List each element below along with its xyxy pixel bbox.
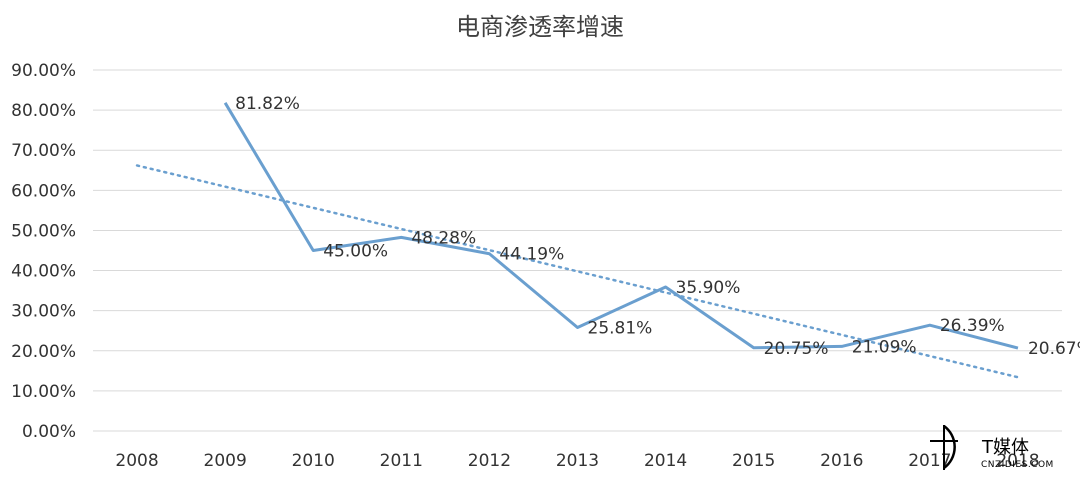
- data-labels: 81.82% 45.00% 48.28% 44.19% 25.81% 35.90% 20.7…: [235, 94, 1080, 359]
- y-tick-label: 0.00%: [22, 422, 76, 442]
- y-tick-label: 50.00%: [11, 221, 76, 241]
- y-tick-label: 90.00%: [11, 61, 76, 81]
- data-label: 20.67%: [1028, 339, 1080, 359]
- trendline: [135, 164, 1020, 379]
- data-label: 35.90%: [676, 278, 741, 298]
- data-label: 20.75%: [764, 339, 829, 359]
- series-line: [223, 102, 1019, 350]
- data-label: 45.00%: [323, 242, 388, 262]
- x-tick-label: 2018: [996, 451, 1039, 471]
- x-tick-label: 2016: [820, 451, 863, 471]
- data-label: 25.81%: [588, 318, 653, 338]
- x-axis-ticks: 2008 2009 2010 2011 2012 2013 2014 2015 2016 2017…: [115, 451, 1039, 471]
- data-label: 21.09%: [852, 337, 917, 357]
- y-tick-label: 10.00%: [11, 382, 76, 402]
- trendline-layer: [135, 164, 1020, 379]
- data-label: 44.19%: [499, 245, 564, 265]
- y-tick-label: 70.00%: [11, 141, 76, 161]
- crosshair-logo-icon: [930, 424, 958, 470]
- x-tick-label: 2010: [292, 451, 335, 471]
- data-label: 26.39%: [940, 316, 1005, 336]
- series-layer: [223, 102, 1019, 350]
- y-tick-label: 40.00%: [11, 262, 76, 282]
- x-tick-label: 2011: [380, 451, 423, 471]
- grid-lines: [93, 69, 1062, 432]
- watermark-subtext: CNZIDIES.COM: [981, 460, 1054, 470]
- y-tick-label: 30.00%: [11, 302, 76, 322]
- x-tick-label: 2014: [644, 451, 687, 471]
- x-tick-label: 2009: [204, 451, 247, 471]
- watermark: T媒体 CNZIDIES.COM: [930, 424, 1054, 470]
- data-label: 81.82%: [235, 94, 300, 114]
- x-tick-label: 2008: [115, 451, 158, 471]
- data-label: 48.28%: [411, 228, 476, 248]
- y-tick-label: 60.00%: [11, 181, 76, 201]
- x-tick-label: 2015: [732, 451, 775, 471]
- y-axis-ticks: 0.00% 10.00% 20.00% 30.00% 40.00% 50.00% 60.00…: [11, 61, 76, 442]
- x-tick-label: 2012: [468, 451, 511, 471]
- x-tick-label: 2017: [908, 451, 951, 471]
- y-tick-label: 80.00%: [11, 101, 76, 121]
- watermark-text: T媒体: [981, 437, 1029, 458]
- chart-title: 电商渗透率增速: [456, 13, 624, 41]
- x-tick-label: 2013: [556, 451, 599, 471]
- y-tick-label: 20.00%: [11, 342, 76, 362]
